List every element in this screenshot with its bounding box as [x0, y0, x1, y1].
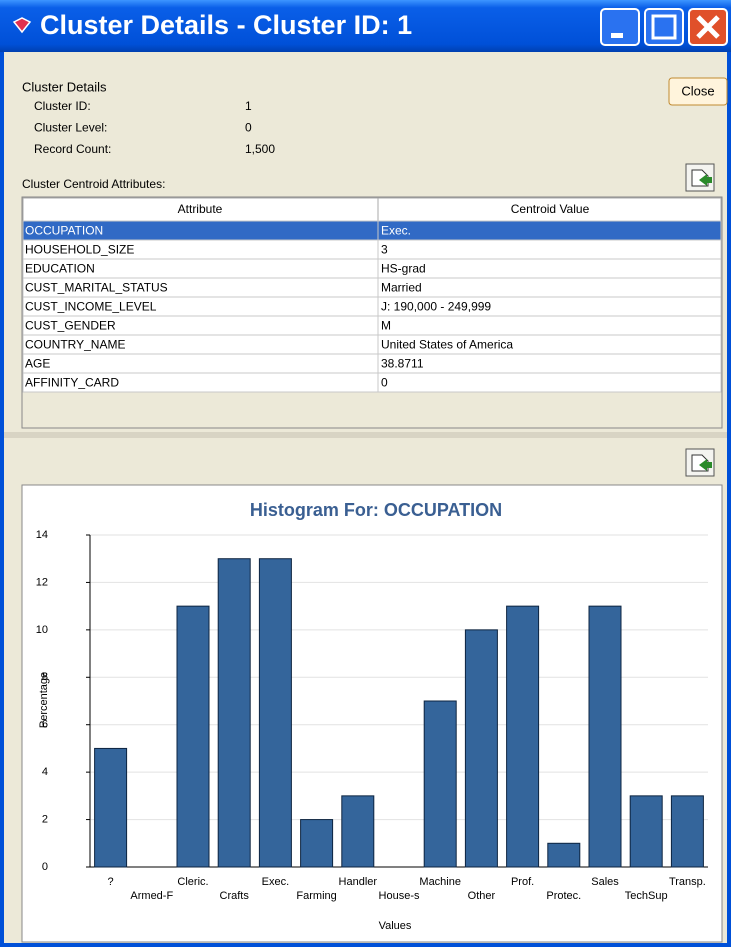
table-row — [22, 334, 722, 355]
x-tick-label: ? — [108, 876, 114, 888]
table-cell: CUST_INCOME_LEVEL — [25, 300, 157, 314]
table-cell: M — [381, 319, 391, 333]
x-tick-label: Farming — [296, 890, 336, 902]
table-cell: HOUSEHOLD_SIZE — [25, 243, 134, 257]
table-cell: J: 190,000 - 249,999 — [381, 300, 491, 314]
chart-title: Histogram For: OCCUPATION — [250, 500, 502, 520]
field-value: 1,500 — [245, 142, 275, 156]
x-axis-label: Values — [379, 920, 412, 932]
y-tick-label: 0 — [42, 861, 48, 873]
close-button-label: Close — [681, 83, 714, 98]
table-cell: Married — [381, 281, 422, 295]
minimize-icon — [611, 33, 623, 38]
x-tick-label: Armed-F — [130, 890, 173, 902]
column-header: Centroid Value — [511, 202, 590, 216]
x-tick-label: Handler — [339, 876, 378, 888]
bar — [258, 558, 292, 868]
x-tick-label: Crafts — [220, 890, 250, 902]
maximize-icon — [651, 14, 677, 40]
bar — [464, 629, 498, 868]
table-cell: HS-grad — [381, 262, 426, 276]
bar — [547, 842, 581, 868]
y-tick-label: 2 — [42, 813, 48, 825]
x-tick-label: Cleric. — [177, 876, 208, 888]
bar — [670, 795, 704, 868]
table-cell: EDUCATION — [25, 262, 95, 276]
splitter[interactable] — [4, 432, 727, 438]
table-cell: Exec. — [381, 224, 411, 238]
table-cell: CUST_GENDER — [25, 319, 116, 333]
table-cell: CUST_MARITAL_STATUS — [25, 281, 168, 295]
x-tick-label: Sales — [591, 876, 619, 888]
bar — [217, 558, 251, 868]
table-cell: OCCUPATION — [25, 224, 103, 238]
table-row — [22, 220, 722, 241]
bar — [506, 605, 540, 868]
export-icon[interactable] — [685, 448, 715, 477]
table-cell: 3 — [381, 243, 388, 257]
bar — [423, 700, 457, 868]
table-row — [22, 353, 722, 374]
field-value: 1 — [245, 99, 252, 113]
y-tick-label: 10 — [36, 624, 48, 636]
bar — [94, 747, 128, 868]
field-label: Record Count: — [34, 142, 111, 156]
x-tick-label: Transp. — [669, 876, 706, 888]
bar — [176, 605, 210, 868]
app-icon — [12, 17, 32, 34]
maximize-button[interactable] — [644, 8, 684, 46]
x-tick-label: Machine — [419, 876, 461, 888]
x-tick-label: House-s — [379, 890, 420, 902]
table-row — [22, 315, 722, 336]
table-header — [22, 197, 722, 222]
table-cell: AGE — [25, 357, 50, 371]
table-cell: COUNTRY_NAME — [25, 338, 125, 352]
close-button[interactable] — [668, 77, 728, 106]
export-icon[interactable] — [685, 163, 715, 192]
x-tick-label: TechSup — [625, 890, 668, 902]
table-row — [22, 258, 722, 279]
y-tick-label: 6 — [42, 719, 48, 731]
x-tick-label: Other — [468, 890, 496, 902]
table-row — [22, 372, 722, 393]
field-value: 0 — [245, 121, 252, 135]
x-tick-label: Exec. — [262, 876, 290, 888]
field-label: Cluster Level: — [34, 121, 107, 135]
y-tick-label: 8 — [42, 671, 48, 683]
x-tick-label: Protec. — [546, 890, 581, 902]
minimize-button[interactable] — [600, 8, 640, 46]
bar — [588, 605, 622, 868]
y-tick-label: 12 — [36, 576, 48, 588]
y-tick-label: 4 — [42, 766, 48, 778]
y-axis-label: Percentage — [38, 672, 50, 728]
table-caption: Cluster Centroid Attributes: — [22, 177, 165, 191]
y-tick-label: 14 — [36, 529, 48, 541]
field-label: Cluster ID: — [34, 99, 91, 113]
table-cell: 0 — [381, 376, 388, 390]
details-heading: Cluster Details — [22, 79, 107, 94]
bar — [300, 819, 334, 868]
table-cell: AFFINITY_CARD — [25, 376, 119, 390]
table-cell: 38.8711 — [381, 357, 424, 371]
column-header: Attribute — [178, 202, 223, 216]
x-tick-label: Prof. — [511, 876, 534, 888]
table-cell: United States of America — [381, 338, 513, 352]
window-title: Cluster Details - Cluster ID: 1 — [40, 10, 412, 40]
bar — [629, 795, 663, 868]
close-icon — [696, 15, 720, 39]
bar — [341, 795, 375, 868]
